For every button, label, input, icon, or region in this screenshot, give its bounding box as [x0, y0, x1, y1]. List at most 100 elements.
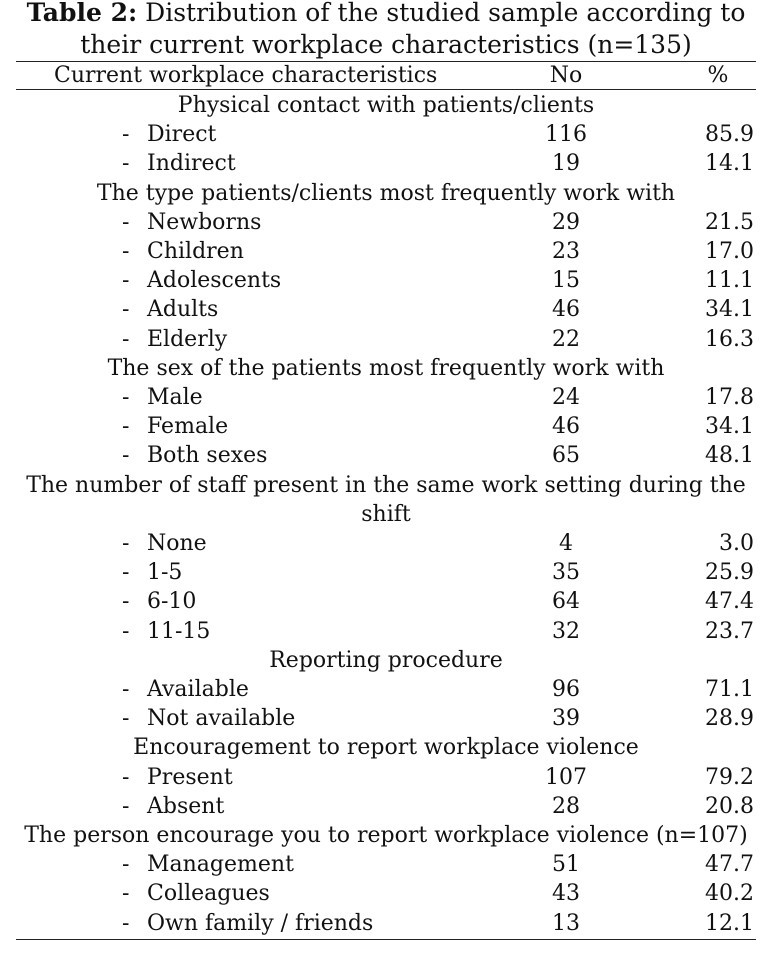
table-row: - Adolescents 15 11.1 [0, 266, 772, 295]
row-percent: 28.9 [705, 706, 754, 732]
row-count: 29 [552, 209, 580, 235]
table-row: - Available 96 71.1 [0, 675, 772, 704]
row-label: Not available [147, 706, 296, 732]
row-dash: - [122, 706, 130, 732]
row-percent: 3.0 [719, 531, 754, 556]
row-count: 22 [552, 326, 580, 352]
table-row: -11-15 32 23.7 [0, 617, 772, 646]
row-label: Indirect [147, 151, 236, 177]
row-label: Own family / friends [147, 910, 374, 936]
bottom-rule [16, 939, 756, 940]
row-dash: - [122, 764, 130, 790]
row-percent: 12.1 [705, 910, 754, 936]
table-row: -6-10 64 47.4 [0, 587, 772, 616]
row-percent: 14.1 [705, 151, 754, 177]
row-dash: - [122, 793, 130, 819]
row-percent: 20.8 [705, 793, 754, 819]
row-percent: 40.2 [705, 881, 754, 907]
section-title: Encouragement to report workplace violen… [133, 735, 639, 761]
row-percent: 11.1 [705, 268, 754, 294]
row-label: Available [147, 677, 249, 702]
row-percent: 47.7 [705, 852, 754, 878]
table-row: - Present 107 79.2 [0, 763, 772, 792]
row-label: Children [147, 239, 244, 264]
row-count: 28 [552, 793, 580, 819]
row-percent: 48.1 [705, 443, 754, 469]
row-count: 96 [552, 677, 580, 702]
row-count: 39 [552, 706, 580, 732]
row-label: Elderly [147, 326, 228, 352]
header-percent: % [707, 63, 729, 88]
row-percent: 25.9 [705, 560, 754, 586]
top-rule [16, 61, 756, 62]
row-dash: - [122, 443, 130, 469]
row-label: Male [147, 385, 203, 410]
row-count: 43 [552, 881, 580, 907]
header-characteristics: Current workplace characteristics [54, 63, 438, 88]
row-label: 6-10 [147, 589, 197, 615]
row-dash: - [122, 385, 130, 410]
row-dash: - [122, 910, 130, 936]
row-dash: - [122, 326, 130, 352]
row-percent: 34.1 [705, 297, 754, 323]
row-label: Adolescents [147, 268, 282, 294]
table-row: - None 4 3.0 [0, 529, 772, 558]
row-count: 4 [559, 531, 573, 556]
row-label: Newborns [147, 209, 262, 235]
table-row: - Own family / friends 13 12.1 [0, 909, 772, 938]
section-title: The type patients/clients most frequentl… [96, 180, 676, 206]
row-label: Both sexes [147, 443, 268, 469]
table-row: - Female 46 34.1 [0, 412, 772, 441]
table-title: Distribution of the studied sample accor… [80, 0, 746, 59]
row-count: 15 [552, 268, 580, 294]
row-dash: - [122, 297, 130, 323]
row-label: Direct [147, 122, 217, 148]
row-percent: 23.7 [705, 618, 754, 644]
row-count: 46 [552, 297, 580, 323]
row-dash: - [122, 589, 130, 615]
table-row: - Male 24 17.8 [0, 383, 772, 412]
row-label: Present [147, 764, 233, 790]
row-label: None [147, 531, 207, 556]
table-row: - Adults 46 34.1 [0, 295, 772, 324]
row-percent: 16.3 [705, 326, 754, 352]
table-row: - Both sexes 65 48.1 [0, 441, 772, 470]
row-label: Female [147, 414, 229, 440]
row-count: 46 [552, 414, 580, 440]
row-count: 13 [552, 910, 580, 936]
row-label: Management [147, 852, 294, 878]
section-title: The person encourage you to report workp… [24, 823, 748, 848]
table-row: - Direct 116 85.9 [0, 120, 772, 149]
table-row: -1-5 35 25.9 [0, 558, 772, 587]
row-count: 107 [545, 764, 587, 790]
row-count: 35 [552, 560, 580, 586]
row-count: 116 [545, 122, 587, 148]
section-title: The sex of the patients most frequently … [107, 355, 665, 381]
row-dash: - [122, 268, 130, 294]
table-row: - Not available 39 28.9 [0, 704, 772, 733]
row-dash: - [122, 852, 130, 878]
row-label: 1-5 [147, 560, 183, 586]
row-label: Absent [147, 793, 225, 819]
row-dash: - [122, 239, 130, 264]
row-label: Colleagues [147, 881, 270, 907]
row-count: 65 [552, 443, 580, 469]
table-row: - Newborns 29 21.5 [0, 208, 772, 237]
row-percent: 21.5 [705, 209, 754, 235]
row-percent: 17.8 [705, 385, 754, 410]
section-title: The number of staff present in the same … [26, 472, 746, 527]
row-count: 51 [552, 852, 580, 878]
row-percent: 71.1 [705, 677, 754, 702]
row-percent: 17.0 [705, 239, 754, 264]
row-count: 23 [552, 239, 580, 264]
table-caption: Table 2: Distribution of the studied sam… [0, 0, 772, 61]
row-percent: 34.1 [705, 414, 754, 440]
header-rule [16, 89, 756, 90]
table-row: - Absent 28 20.8 [0, 792, 772, 821]
row-label: 11-15 [147, 618, 211, 644]
table-row: - Elderly 22 16.3 [0, 325, 772, 354]
row-label: Adults [147, 297, 219, 323]
row-count: 64 [552, 589, 580, 615]
row-dash: - [122, 677, 130, 702]
table-row: - Management 51 47.7 [0, 850, 772, 879]
